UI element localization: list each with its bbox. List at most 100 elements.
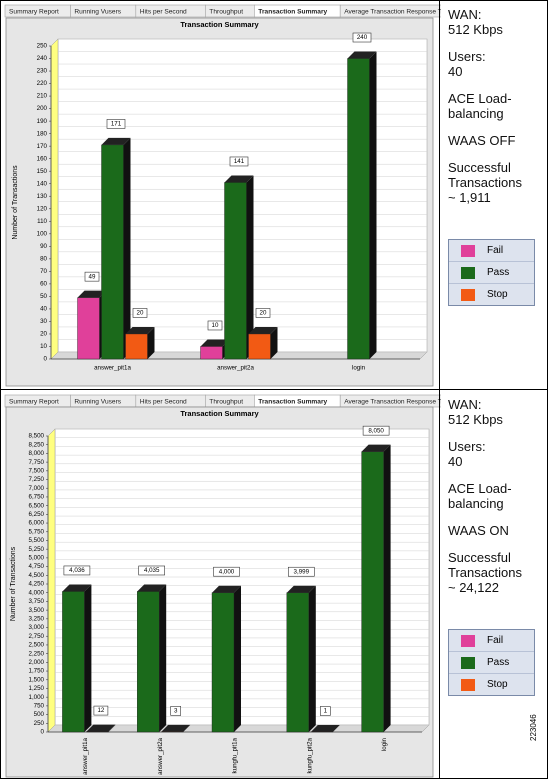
- y-tick-label: 2,250: [29, 650, 45, 657]
- tab-label[interactable]: Throughput: [209, 398, 243, 405]
- y-tick-label: 230: [37, 68, 48, 75]
- y-tick-label: 90: [40, 243, 47, 250]
- bar: [201, 346, 223, 359]
- bar-side: [370, 52, 377, 359]
- legend-swatch: [461, 635, 475, 647]
- value-label: 4,036: [69, 567, 85, 574]
- bar: [78, 298, 100, 359]
- value-label: 49: [89, 273, 96, 280]
- value-label: 12: [97, 707, 104, 714]
- y-tick-label: 4,000: [29, 589, 45, 596]
- y-tick-label: 6,250: [29, 511, 45, 518]
- panel-text: 40: [448, 64, 543, 79]
- side-wall: [48, 429, 55, 732]
- text-block: Users:40: [448, 439, 543, 469]
- y-tick-label: 0: [41, 729, 45, 736]
- text-block: ACE Load-balancing: [448, 91, 543, 121]
- legend-swatch: [461, 245, 475, 257]
- tab-label[interactable]: Running Vusers: [74, 8, 121, 15]
- bar: [102, 145, 124, 359]
- bar-side: [124, 138, 131, 359]
- value-label: 240: [357, 34, 368, 41]
- panel-text: WAAS OFF: [448, 133, 543, 148]
- panel-text: balancing: [448, 106, 543, 121]
- panel-text: 512 Kbps: [448, 412, 543, 427]
- legend-swatch: [461, 679, 475, 691]
- y-tick-label: 3,750: [29, 598, 45, 605]
- y-tick-label: 50: [40, 293, 47, 300]
- tab-label[interactable]: Running Vusers: [74, 398, 121, 405]
- legend-entry: Stop: [449, 674, 534, 695]
- x-tick-label: answer_pit2a: [157, 737, 164, 774]
- y-tick-label: 120: [37, 205, 48, 212]
- tab-label[interactable]: Hits per Second: [140, 8, 187, 15]
- y-tick-label: 220: [37, 80, 48, 87]
- tab-label[interactable]: Average Transaction Response Time: [344, 398, 441, 405]
- panel-text: 512 Kbps: [448, 22, 543, 37]
- y-tick-label: 100: [37, 230, 48, 237]
- y-tick-label: 8,250: [29, 441, 45, 448]
- value-label: 3,999: [294, 568, 310, 575]
- y-tick-label: 7,000: [29, 485, 45, 492]
- divider: [1, 389, 547, 390]
- legend-label: Stop: [487, 289, 508, 300]
- tab-label[interactable]: Transaction Summary: [258, 8, 327, 15]
- bar: [137, 591, 159, 732]
- x-tick-label: kungfu_pit1a: [232, 737, 239, 773]
- y-tick-label: 160: [37, 155, 48, 162]
- y-tick-label: 2,750: [29, 633, 45, 640]
- panel-text: ~ 1,911: [448, 190, 543, 205]
- bar: [362, 452, 384, 732]
- charts: Summary Report Running Vusers Hits per Sec…: [1, 1, 441, 780]
- y-tick-label: 5,500: [29, 537, 45, 544]
- value-label: 3: [174, 708, 178, 715]
- y-tick-label: 5,250: [29, 546, 45, 553]
- side-panel: WAN:512 Kbps Users:40 ACE Load-balancing WA…: [448, 7, 543, 217]
- legend-swatch: [461, 657, 475, 669]
- text-block: Users:40: [448, 49, 543, 79]
- bar-side: [159, 584, 166, 732]
- y-tick-label: 1,750: [29, 668, 45, 675]
- y-tick-label: 8,500: [29, 433, 45, 440]
- tab-label[interactable]: Throughput: [209, 8, 243, 15]
- panel-text: ~ 24,122: [448, 580, 543, 595]
- panel-text: 40: [448, 454, 543, 469]
- panel-text: WAN:: [448, 397, 543, 412]
- x-tick-label: answer_pit2a: [217, 365, 254, 372]
- chart: Summary Report Running Vusers Hits per Sec…: [5, 5, 441, 386]
- text-block: WAN:512 Kbps: [448, 7, 543, 37]
- y-tick-label: 20: [40, 331, 47, 338]
- tab-label[interactable]: Average Transaction Response Time: [344, 8, 441, 15]
- panel-text: WAN:: [448, 7, 543, 22]
- bar: [249, 334, 271, 359]
- legend-entry: Fail: [449, 630, 534, 652]
- y-tick-label: 7,750: [29, 459, 45, 466]
- value-label: 20: [137, 310, 144, 317]
- tab-label[interactable]: Summary Report: [9, 398, 59, 405]
- bar-side: [384, 445, 391, 732]
- y-tick-label: 10: [40, 343, 47, 350]
- y-tick-label: 140: [37, 180, 48, 187]
- legend-label: Pass: [487, 657, 509, 668]
- value-label: 10: [212, 322, 219, 329]
- bar: [62, 591, 84, 732]
- y-tick-label: 7,500: [29, 467, 45, 474]
- legend-label: Stop: [487, 679, 508, 690]
- value-label: 141: [234, 158, 245, 165]
- y-tick-label: 2,000: [29, 659, 45, 666]
- tab-label[interactable]: Summary Report: [9, 8, 59, 15]
- tab-label[interactable]: Transaction Summary: [258, 398, 327, 405]
- x-tick-label: answer_pit1a: [82, 737, 89, 774]
- text-block: WAN:512 Kbps: [448, 397, 543, 427]
- y-tick-label: 40: [40, 306, 47, 313]
- y-tick-label: 200: [37, 105, 48, 112]
- tab-label[interactable]: Hits per Second: [140, 398, 187, 405]
- legend-entry: Pass: [449, 652, 534, 674]
- y-tick-label: 80: [40, 255, 47, 262]
- panel-text: Users:: [448, 49, 543, 64]
- side-wall: [51, 39, 58, 359]
